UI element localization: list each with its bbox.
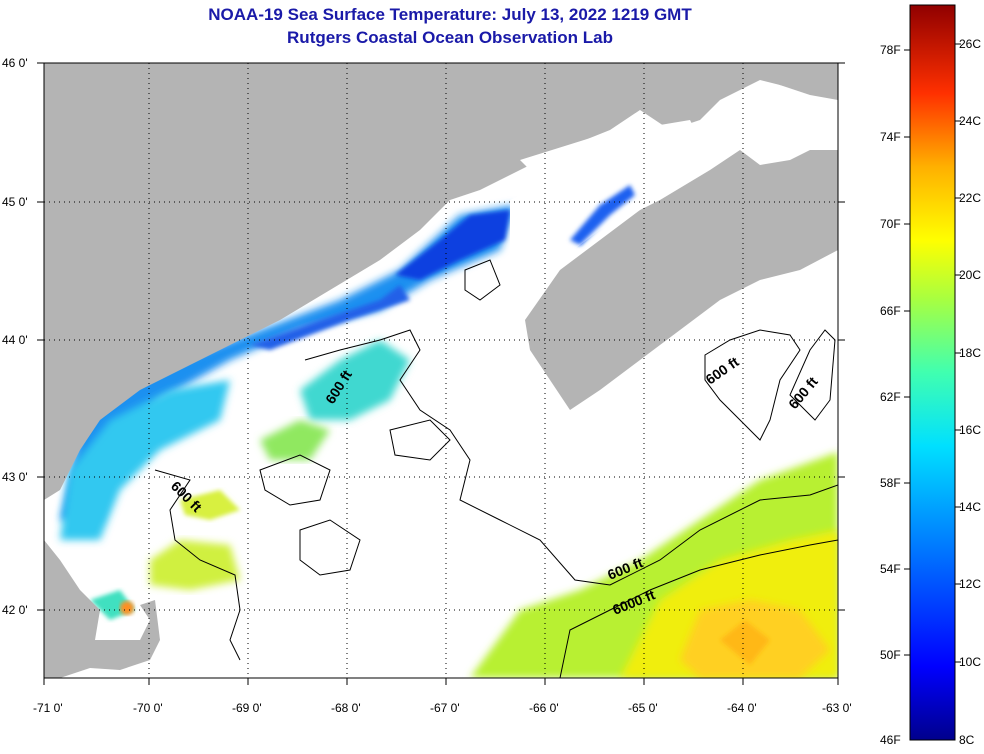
colorbar — [909, 4, 956, 741]
cb-label-12c: 12C — [959, 577, 982, 591]
lat-label-43: 43 0' — [2, 470, 28, 484]
lon-label-69: -69 0' — [232, 701, 262, 715]
cb-label-20c: 20C — [959, 268, 982, 282]
cb-label-16c: 16C — [959, 423, 982, 437]
lon-label-63: -63 0' — [822, 701, 852, 715]
cb-label-74f: 74F — [880, 130, 901, 144]
lat-label-42: 42 0' — [2, 603, 28, 617]
lat-label-46: 46 0' — [2, 56, 28, 70]
bathymetry-contours — [154, 259, 838, 678]
lon-label-67: -67 0' — [430, 701, 460, 715]
cb-label-58f: 58F — [880, 476, 901, 490]
lon-label-66: -66 0' — [529, 701, 559, 715]
sst-data-layer — [58, 185, 838, 678]
cb-label-50f: 50F — [880, 648, 901, 662]
map-subtitle: Rutgers Coastal Ocean Observation Lab — [287, 28, 613, 47]
cb-label-10c: 10C — [959, 655, 982, 669]
cb-label-26c: 26C — [959, 37, 982, 51]
map-title: NOAA-19 Sea Surface Temperature: July 13… — [208, 5, 692, 24]
cb-label-14c: 14C — [959, 500, 982, 514]
lat-label-45: 45 0' — [2, 195, 28, 209]
lon-label-71: -71 0' — [33, 701, 63, 715]
cb-label-66f: 66F — [880, 304, 901, 318]
land-layer — [44, 63, 838, 678]
cb-label-54f: 54F — [880, 562, 901, 576]
cb-label-62f: 62F — [880, 390, 901, 404]
lon-label-70: -70 0' — [133, 701, 163, 715]
cb-label-78f: 78F — [880, 43, 901, 57]
map-frame — [43, 62, 839, 679]
cb-label-8c: 8C — [959, 733, 975, 747]
colorbar-ticks — [904, 43, 961, 663]
cb-label-46f: 46F — [880, 733, 901, 747]
cb-label-24c: 24C — [959, 114, 982, 128]
lon-label-65: -65 0' — [628, 701, 658, 715]
lon-label-64: -64 0' — [727, 701, 757, 715]
cb-label-70f: 70F — [880, 217, 901, 231]
cb-label-22c: 22C — [959, 191, 982, 205]
lon-label-68: -68 0' — [331, 701, 361, 715]
lat-label-44: 44 0' — [2, 333, 28, 347]
tick-marks — [37, 62, 845, 685]
bay-of-fundy — [510, 140, 740, 290]
cb-label-18c: 18C — [959, 346, 982, 360]
